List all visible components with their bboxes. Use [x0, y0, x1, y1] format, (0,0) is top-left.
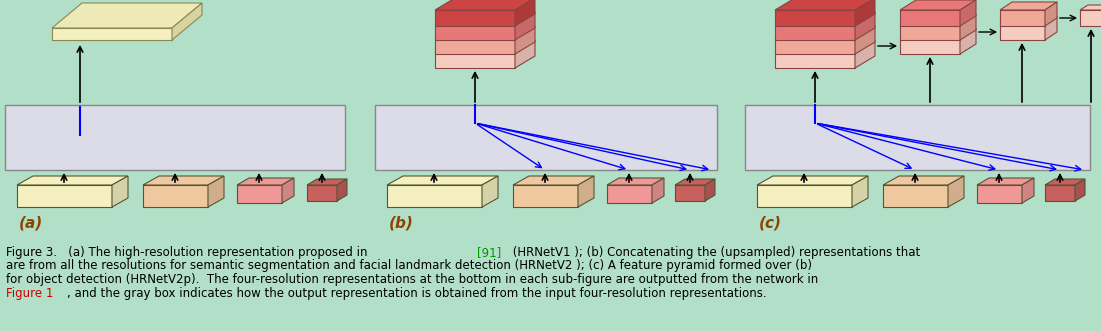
- Polygon shape: [900, 10, 960, 26]
- Polygon shape: [386, 185, 482, 207]
- Polygon shape: [307, 185, 337, 201]
- Polygon shape: [515, 40, 535, 68]
- Polygon shape: [775, 38, 855, 54]
- Polygon shape: [435, 52, 515, 68]
- Polygon shape: [307, 179, 347, 185]
- Polygon shape: [52, 28, 172, 40]
- Bar: [6, 105, 345, 170]
- Polygon shape: [855, 12, 875, 40]
- Polygon shape: [775, 26, 875, 38]
- Polygon shape: [1045, 179, 1084, 185]
- Polygon shape: [143, 176, 224, 185]
- Polygon shape: [960, 28, 975, 54]
- Polygon shape: [1080, 5, 1101, 10]
- Polygon shape: [775, 40, 875, 52]
- Polygon shape: [386, 176, 498, 185]
- Polygon shape: [1000, 24, 1045, 40]
- Polygon shape: [513, 185, 578, 207]
- Polygon shape: [900, 14, 975, 24]
- Polygon shape: [435, 12, 535, 24]
- Polygon shape: [237, 178, 294, 185]
- Polygon shape: [775, 24, 855, 40]
- Polygon shape: [855, 26, 875, 54]
- Polygon shape: [883, 176, 964, 185]
- Polygon shape: [705, 179, 715, 201]
- Polygon shape: [237, 185, 282, 203]
- Polygon shape: [52, 3, 201, 28]
- Polygon shape: [948, 176, 964, 207]
- Polygon shape: [675, 185, 705, 201]
- Polygon shape: [900, 28, 975, 38]
- Polygon shape: [112, 176, 128, 207]
- Polygon shape: [1045, 185, 1075, 201]
- Text: (HRNetV1 ); (b) Concatenating the (upsampled) representations that: (HRNetV1 ); (b) Concatenating the (upsam…: [509, 246, 919, 259]
- Text: , and the gray box indicates how the output representation is obtained from the : , and the gray box indicates how the out…: [67, 287, 766, 300]
- Polygon shape: [337, 179, 347, 201]
- Polygon shape: [675, 179, 715, 185]
- Polygon shape: [977, 185, 1022, 203]
- Polygon shape: [435, 26, 535, 38]
- Bar: [745, 105, 1090, 170]
- Polygon shape: [515, 26, 535, 54]
- Text: (c): (c): [759, 216, 782, 231]
- Text: Figure 3.   (a) The high-resolution representation proposed in: Figure 3. (a) The high-resolution repres…: [6, 246, 371, 259]
- Polygon shape: [17, 176, 128, 185]
- Bar: [375, 105, 717, 170]
- Polygon shape: [515, 12, 535, 40]
- Text: (b): (b): [389, 216, 414, 231]
- Polygon shape: [1075, 179, 1084, 201]
- Polygon shape: [757, 185, 852, 207]
- Polygon shape: [775, 0, 875, 10]
- Polygon shape: [775, 12, 875, 24]
- Polygon shape: [435, 10, 515, 26]
- Polygon shape: [435, 40, 535, 52]
- Polygon shape: [208, 176, 224, 207]
- Polygon shape: [900, 38, 960, 54]
- Polygon shape: [1080, 10, 1101, 26]
- Polygon shape: [172, 3, 201, 40]
- Polygon shape: [775, 10, 855, 26]
- Polygon shape: [435, 0, 535, 10]
- Polygon shape: [513, 176, 595, 185]
- Polygon shape: [855, 40, 875, 68]
- Polygon shape: [282, 178, 294, 203]
- Polygon shape: [1000, 10, 1045, 26]
- Polygon shape: [435, 38, 515, 54]
- Text: (a): (a): [19, 216, 43, 231]
- Polygon shape: [515, 0, 535, 26]
- Polygon shape: [977, 178, 1034, 185]
- Polygon shape: [652, 178, 664, 203]
- Polygon shape: [883, 185, 948, 207]
- Polygon shape: [900, 0, 975, 10]
- Polygon shape: [482, 176, 498, 207]
- Polygon shape: [578, 176, 595, 207]
- Polygon shape: [1000, 2, 1057, 10]
- Polygon shape: [1045, 2, 1057, 26]
- Text: Figure 1: Figure 1: [6, 287, 53, 300]
- Polygon shape: [17, 185, 112, 207]
- Text: [91]: [91]: [478, 246, 502, 259]
- Polygon shape: [960, 0, 975, 26]
- Polygon shape: [1045, 16, 1057, 40]
- Polygon shape: [852, 176, 868, 207]
- Polygon shape: [900, 24, 960, 40]
- Polygon shape: [757, 176, 868, 185]
- Polygon shape: [855, 0, 875, 26]
- Polygon shape: [1000, 16, 1057, 24]
- Text: for object detection (HRNetV2p).  The four-resolution representations at the bot: for object detection (HRNetV2p). The fou…: [6, 273, 818, 286]
- Polygon shape: [1022, 178, 1034, 203]
- Polygon shape: [960, 14, 975, 40]
- Polygon shape: [143, 185, 208, 207]
- Polygon shape: [775, 52, 855, 68]
- Polygon shape: [607, 185, 652, 203]
- Polygon shape: [435, 24, 515, 40]
- Text: are from all the resolutions for semantic segmentation and facial landmark detec: are from all the resolutions for semanti…: [6, 260, 813, 272]
- Polygon shape: [607, 178, 664, 185]
